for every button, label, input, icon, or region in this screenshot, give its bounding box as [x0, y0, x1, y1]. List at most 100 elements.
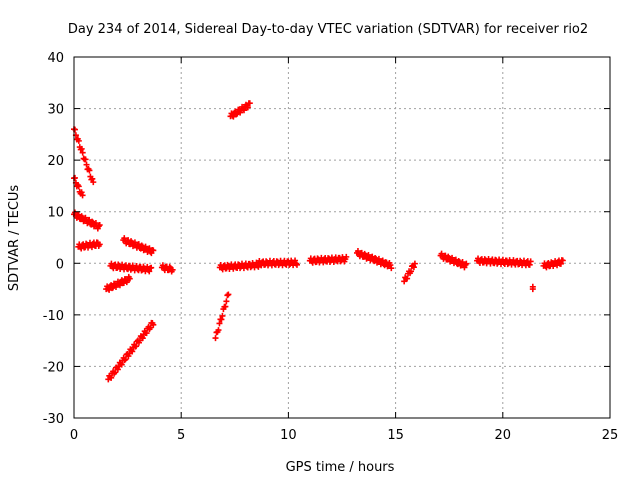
- y-tick-label: -10: [43, 309, 64, 324]
- data-point: [143, 330, 150, 337]
- data-point: [293, 261, 300, 268]
- data-point: [223, 298, 230, 305]
- data-series-track: [103, 273, 133, 293]
- data-point: [82, 214, 89, 221]
- x-tick-label: 20: [495, 428, 512, 443]
- data-point: [148, 264, 155, 271]
- data-point: [244, 104, 251, 111]
- data-point: [410, 264, 417, 271]
- y-axis-label: SDTVAR / TECUs: [7, 185, 22, 292]
- data-point: [559, 257, 566, 264]
- data-point: [79, 149, 86, 156]
- data-series-track: [107, 260, 155, 275]
- chart-title: Day 234 of 2014, Sidereal Day-to-day VTE…: [68, 22, 588, 37]
- data-series-track: [105, 319, 157, 383]
- data-point: [133, 263, 140, 270]
- y-tick-label: -20: [43, 360, 64, 375]
- data-point: [126, 275, 133, 282]
- data-point: [133, 343, 140, 350]
- data-point: [225, 291, 232, 298]
- data-point: [216, 320, 223, 327]
- data-series-track: [306, 253, 350, 266]
- y-tick-label: 20: [47, 154, 64, 169]
- data-point: [82, 156, 89, 163]
- data-point: [86, 167, 93, 174]
- x-tick-label: 5: [177, 428, 185, 443]
- data-point: [129, 348, 136, 355]
- y-tick-label: 30: [47, 103, 64, 118]
- x-axis-label: GPS time / hours: [286, 460, 395, 475]
- x-tick-label: 0: [70, 428, 78, 443]
- data-point: [75, 137, 82, 144]
- y-tick-label: 10: [47, 206, 64, 221]
- data-point: [79, 192, 86, 199]
- data-point: [215, 327, 222, 334]
- data-series-track: [255, 257, 300, 269]
- data-point: [169, 266, 176, 273]
- data-series-track: [401, 260, 418, 285]
- data-point: [557, 260, 564, 267]
- data-point: [543, 264, 550, 271]
- data-point: [78, 245, 85, 252]
- x-tick-label: 25: [602, 428, 619, 443]
- data-point: [120, 280, 127, 287]
- data-point: [526, 261, 533, 268]
- data-point: [139, 335, 146, 342]
- data-series-track: [474, 255, 534, 269]
- data-point: [83, 161, 90, 168]
- data-point: [96, 222, 103, 229]
- data-point: [219, 312, 226, 319]
- y-tick-label: -30: [43, 412, 64, 427]
- data-point: [112, 369, 119, 376]
- data-point: [121, 357, 128, 364]
- data-series-track: [71, 126, 97, 186]
- data-point: [125, 237, 132, 244]
- data-point: [529, 283, 536, 290]
- data-point: [78, 189, 85, 196]
- data-point: [96, 241, 103, 248]
- data-series-track: [227, 100, 253, 120]
- y-tick-label: 40: [47, 51, 64, 66]
- data-point: [455, 258, 462, 265]
- data-series-track: [71, 174, 86, 199]
- data-point: [89, 218, 96, 225]
- data-series-track: [71, 209, 103, 232]
- data-series-track: [158, 262, 176, 275]
- x-tick-label: 10: [280, 428, 297, 443]
- data-point: [150, 247, 157, 254]
- data-point: [246, 100, 253, 107]
- data-point: [411, 260, 418, 267]
- data-point: [222, 303, 229, 310]
- data-series-track: [216, 259, 262, 273]
- data-point: [404, 275, 411, 282]
- data-point: [89, 175, 96, 182]
- plot-frame: [73, 56, 611, 419]
- y-tick-label: 0: [56, 257, 64, 272]
- data-point: [212, 335, 219, 342]
- data-point: [73, 214, 80, 221]
- data-point: [292, 257, 299, 264]
- axis-ticks: 0 5 10 15 20 25 -30 -20 -10 0 10 20 30 40: [43, 51, 619, 443]
- data-point: [387, 262, 394, 269]
- data-points: [71, 100, 566, 383]
- data-point: [78, 145, 85, 152]
- data-series-track: [212, 291, 232, 342]
- data-series-track: [75, 239, 103, 252]
- data-point: [358, 249, 365, 256]
- data-point: [122, 356, 129, 363]
- data-point: [407, 268, 414, 275]
- data-series-track: [540, 257, 566, 271]
- data-series-track: [354, 248, 395, 272]
- data-point: [150, 321, 157, 328]
- data-point: [218, 316, 225, 323]
- data-point: [71, 126, 78, 133]
- data-point: [114, 366, 121, 373]
- data-point: [463, 260, 470, 267]
- data-series-track: [120, 235, 157, 257]
- data-point: [374, 259, 381, 266]
- data-point: [75, 183, 82, 190]
- data-point: [146, 268, 153, 275]
- data-point: [388, 265, 395, 272]
- data-point: [118, 361, 125, 368]
